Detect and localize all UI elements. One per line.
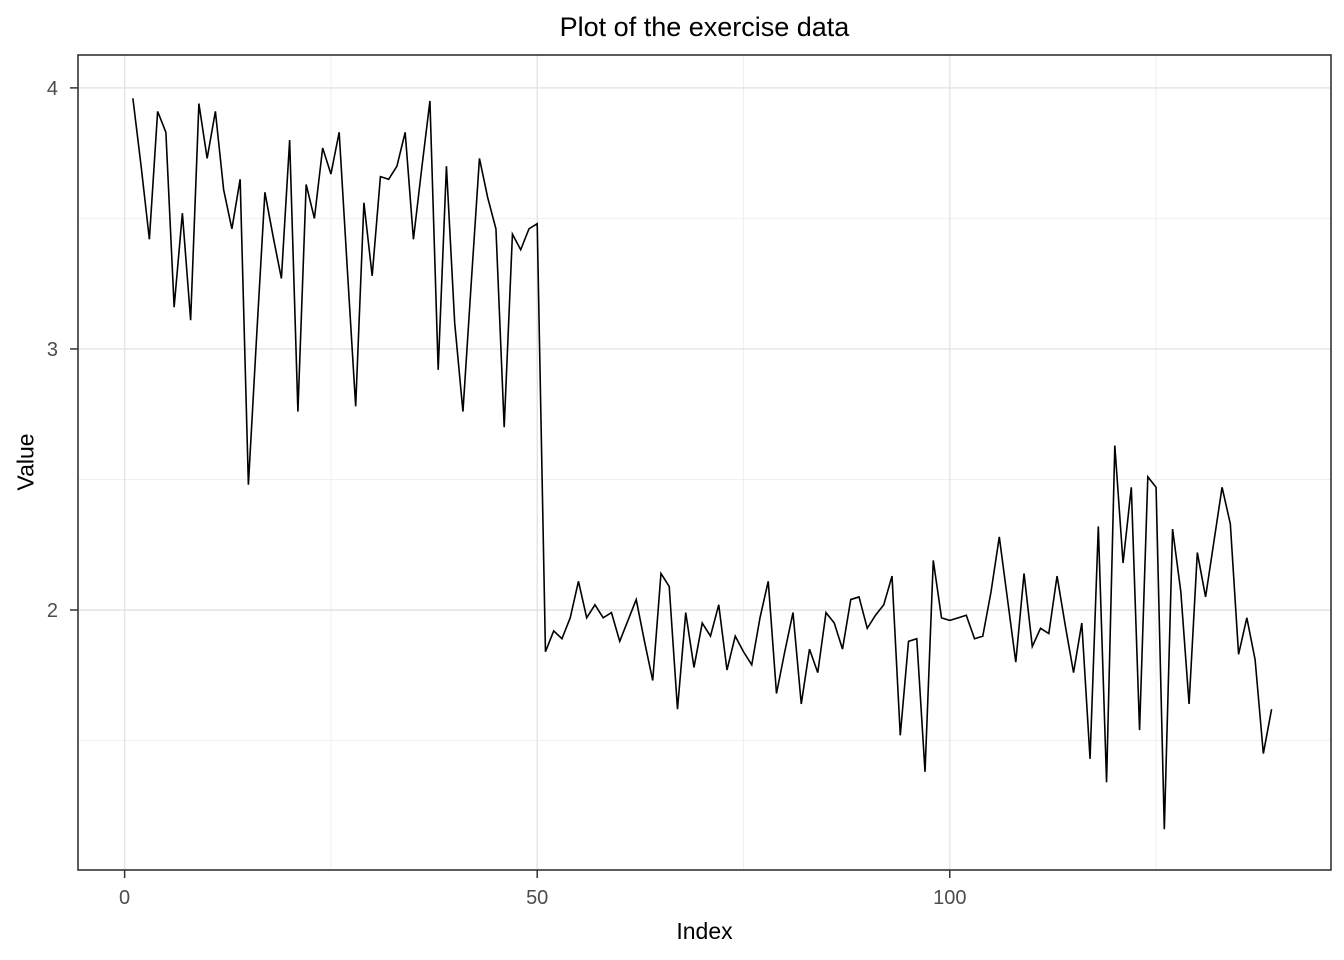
x-axis-title: Index [676,918,733,944]
panel-border [77,54,1332,871]
y-tick-label: 3 [47,339,58,361]
y-tick-label: 4 [47,78,58,100]
y-tick-label: 2 [47,600,58,622]
x-tick-label: 100 [933,887,966,909]
data-line [132,98,1273,830]
chart-title: Plot of the exercise data [559,12,850,42]
x-tick-label: 0 [119,887,130,909]
panel-background [78,55,1331,870]
x-tick-label: 50 [526,887,548,909]
